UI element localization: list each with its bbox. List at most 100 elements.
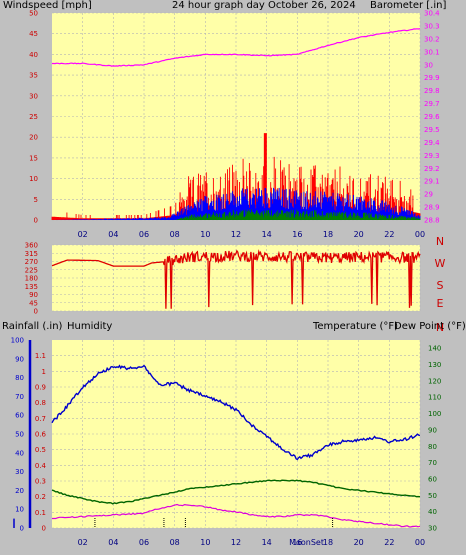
windspeed-tick-label: 40 <box>29 51 38 59</box>
windspeed-tick-label: 50 <box>29 10 38 18</box>
windspeed-tick-label: 5 <box>34 196 38 204</box>
windspeed-axis-title: Windspeed [mph] <box>3 0 92 11</box>
climate-x-tick-label: 20 <box>354 538 364 547</box>
windspeed-tick-label: 35 <box>29 72 38 80</box>
wind-x-tick-label: 16 <box>292 230 302 239</box>
wind-direction-series <box>51 249 421 309</box>
direction-tick-label: 180 <box>25 275 38 283</box>
wind-x-tick-label: 02 <box>78 230 88 239</box>
temperature-tick-label: 80 <box>428 443 437 451</box>
wind-x-tick-label: 12 <box>231 230 241 239</box>
direction-tick-label: 315 <box>25 250 38 258</box>
barometer-tick-label: 30.1 <box>424 48 440 56</box>
humidity-tick-label: 40 <box>15 449 24 457</box>
windspeed-tick-label: 20 <box>29 134 38 142</box>
rainfall-tick-label: 0.8 <box>35 399 46 407</box>
direction-tick-label: 45 <box>29 299 38 307</box>
dew-point-axis-title: Dew Point (°F) <box>394 321 466 332</box>
dew-point-series <box>52 503 421 528</box>
climate-x-tick-label: 14 <box>262 538 272 547</box>
wind-x-tick-label: 18 <box>323 230 333 239</box>
compass-letter: W <box>435 257 446 270</box>
compass-letter: N <box>436 235 444 248</box>
humidity-axis-title: Humidity <box>67 321 113 332</box>
rainfall-tick-label: 0.6 <box>35 431 47 439</box>
climate-x-tick-label: 06 <box>139 538 149 547</box>
rainfall-tick-label: 0 <box>42 525 46 533</box>
rainfall-tick-label: 0.2 <box>35 493 46 501</box>
wind-low-series <box>174 209 421 220</box>
barometer-series <box>52 28 421 67</box>
windspeed-tick-label: 15 <box>29 154 38 162</box>
windspeed-tick-label: 25 <box>29 113 38 121</box>
wind-x-tick-label: 10 <box>200 230 210 239</box>
temperature-tick-label: 100 <box>428 410 441 418</box>
humidity-tick-label: 60 <box>15 412 24 420</box>
humidity-series <box>51 364 421 461</box>
wind-x-tick-label: 04 <box>108 230 118 239</box>
temperature-tick-label: 60 <box>428 475 437 483</box>
temperature-tick-label: 130 <box>428 361 441 369</box>
direction-tick-label: 90 <box>29 291 38 299</box>
barometer-tick-label: 30.2 <box>424 35 440 43</box>
rainfall-tick-label: 0.3 <box>35 478 46 486</box>
temperature-tick-label: 110 <box>428 394 441 402</box>
barometer-tick-label: 29.9 <box>424 74 440 82</box>
humidity-tick-label: 100 <box>11 337 24 345</box>
humidity-tick-label: 50 <box>15 431 24 439</box>
temperature-axis-title: Temperature (°F) <box>313 321 399 332</box>
climate-x-tick-label: 22 <box>384 538 394 547</box>
rainfall-tick-label: 1.1 <box>35 352 46 360</box>
temperature-tick-label: 30 <box>428 525 437 533</box>
moonset-label: MoonSet <box>289 538 324 547</box>
compass-letter: S <box>437 279 444 292</box>
direction-tick-label: 270 <box>25 258 38 266</box>
barometer-tick-label: 28.9 <box>424 204 440 212</box>
rainfall-tick-label: 0.5 <box>35 446 46 454</box>
barometer-tick-label: 29.2 <box>424 165 440 173</box>
barometer-tick-label: 29.1 <box>424 178 440 186</box>
windspeed-tick-label: 10 <box>29 175 38 183</box>
direction-tick-label: 360 <box>25 242 38 250</box>
direction-tick-label: 0 <box>34 308 38 316</box>
rainfall-tick-label: 0.4 <box>35 462 47 470</box>
wind-x-tick-label: 22 <box>384 230 394 239</box>
rainfall-tick-label: 0.9 <box>35 384 46 392</box>
humidity-tick-label: 70 <box>15 393 24 401</box>
direction-tick-label: 135 <box>25 283 38 291</box>
humidity-tick-label: 20 <box>15 487 24 495</box>
barometer-tick-label: 29.6 <box>424 113 440 121</box>
rainfall-axis-title: Rainfall (.in) <box>2 321 63 332</box>
barometer-tick-label: 28.8 <box>424 217 440 225</box>
humidity-tick-label: 80 <box>15 374 24 382</box>
rainfall-tick-label: 0.1 <box>35 509 46 517</box>
windspeed-tick-label: 30 <box>29 92 38 100</box>
compass-letter: N <box>436 321 444 334</box>
temperature-series <box>51 479 421 505</box>
rainfall-tick-label: 1 <box>42 368 46 376</box>
barometer-tick-label: 29.5 <box>424 126 440 134</box>
humidity-tick-label: 30 <box>15 468 24 476</box>
barometer-tick-label: 29.7 <box>424 100 440 108</box>
humidity-tick-label: 90 <box>15 355 24 363</box>
wind-x-tick-label: 00 <box>415 230 425 239</box>
temperature-tick-label: 70 <box>428 459 437 467</box>
barometer-tick-label: 29.4 <box>424 139 440 147</box>
compass-letter: E <box>437 297 444 310</box>
wind-x-tick-label: 08 <box>170 230 180 239</box>
temperature-tick-label: 120 <box>428 377 441 385</box>
barometer-tick-label: 29.8 <box>424 87 440 95</box>
climate-x-tick-label: 18 <box>323 538 333 547</box>
wind-x-tick-label: 06 <box>139 230 149 239</box>
humidity-tick-label: 0 <box>20 525 24 533</box>
climate-x-tick-label: 08 <box>170 538 180 547</box>
temperature-tick-label: 40 <box>428 508 437 516</box>
direction-tick-label: 225 <box>25 266 38 274</box>
climate-x-tick-label: 00 <box>415 538 425 547</box>
climate-x-tick-label: 12 <box>231 538 241 547</box>
chart-main-title: 24 hour graph day October 26, 2024 <box>172 0 356 11</box>
climate-x-tick-label: 10 <box>200 538 210 547</box>
temperature-tick-label: 50 <box>428 492 437 500</box>
